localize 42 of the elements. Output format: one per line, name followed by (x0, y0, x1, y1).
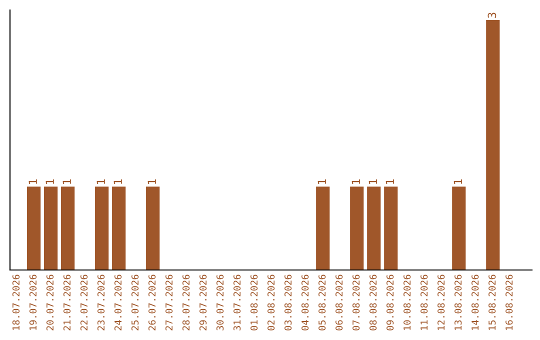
data-label: 1 (352, 179, 360, 184)
x-tick-label: 13.08.2026 (454, 274, 462, 330)
x-tick-label: 06.08.2026 (335, 274, 343, 330)
x-tick-label: 08.08.2026 (369, 274, 377, 330)
x-tick-label: 16.08.2026 (506, 274, 513, 330)
x-tick-label: 25.07.2026 (131, 274, 139, 330)
x-tick-label: 30.07.2026 (216, 274, 224, 330)
x-tick-label: 19.07.2026 (29, 274, 37, 330)
x-tick-label: 14.08.2026 (472, 274, 479, 330)
data-label: 1 (62, 179, 71, 184)
x-tick-label: 27.07.2026 (165, 274, 173, 330)
x-tick-label: 22.07.2026 (80, 274, 88, 330)
data-label: 1 (148, 179, 156, 184)
data-label: 1 (46, 179, 54, 184)
x-tick-label: 12.08.2026 (438, 274, 445, 330)
x-tick-label: 09.08.2026 (386, 274, 394, 330)
data-label: 1 (114, 179, 122, 184)
x-tick-label: 04.08.2026 (301, 274, 309, 330)
x-tick-label: 03.08.2026 (284, 274, 292, 330)
x-tick-label: 26.07.2026 (148, 274, 156, 330)
data-label: 1 (368, 179, 377, 184)
x-tick-label: 18.07.2026 (12, 274, 20, 330)
data-label: 1 (318, 179, 326, 184)
x-tick-label: 02.08.2026 (267, 274, 275, 330)
x-tick-label: 29.07.2026 (199, 274, 207, 330)
x-tick-label: 28.07.2026 (182, 274, 190, 330)
data-label: 1 (28, 179, 37, 184)
x-tick-label: 05.08.2026 (318, 274, 326, 330)
x-tick-label: 10.08.2026 (404, 274, 411, 330)
x-tick-label: 21.07.2026 (63, 274, 71, 330)
x-tick-label: 11.08.2026 (420, 274, 428, 330)
data-label: 3 (488, 12, 496, 18)
x-tick-label: 15.08.2026 (488, 274, 496, 330)
x-tick-label: 20.07.2026 (46, 274, 54, 330)
data-label: 1 (386, 179, 394, 184)
x-tick-label: 24.07.2026 (114, 274, 122, 330)
x-tick-label: 23.07.2026 (97, 274, 105, 330)
x-tick-label: 31.07.2026 (233, 274, 241, 330)
x-tick-label: 07.08.2026 (352, 274, 360, 330)
data-label: 1 (454, 179, 462, 184)
data-label: 1 (96, 179, 105, 184)
x-tick-label: 01.08.2026 (250, 274, 258, 330)
